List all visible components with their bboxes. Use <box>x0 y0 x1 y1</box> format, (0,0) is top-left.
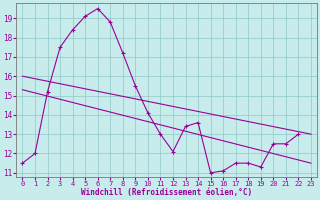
X-axis label: Windchill (Refroidissement éolien,°C): Windchill (Refroidissement éolien,°C) <box>81 188 252 197</box>
